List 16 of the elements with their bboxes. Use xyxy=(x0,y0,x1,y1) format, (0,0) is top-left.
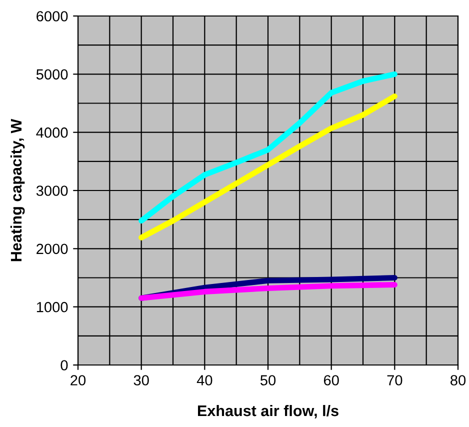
x-tick-label: 80 xyxy=(450,375,466,386)
y-tick-label: 2000 xyxy=(36,244,68,254)
y-tick-label: 4000 xyxy=(36,127,68,138)
y-axis-title: Heating capacity, W xyxy=(10,118,25,262)
x-tick-label: 40 xyxy=(196,375,212,386)
x-tick-label: 30 xyxy=(134,375,149,386)
x-axis-title: Exhaust air flow, l/s xyxy=(198,404,338,418)
x-tick-label: 20 xyxy=(70,375,86,386)
y-tick-label: 6000 xyxy=(36,11,68,22)
x-tick-label: 50 xyxy=(260,375,276,386)
y-tick-label: 5000 xyxy=(36,69,68,80)
x-tick-label: 60 xyxy=(324,375,339,386)
x-tick-label: 70 xyxy=(387,375,402,386)
y-tick-label: 1000 xyxy=(36,302,68,312)
y-tick-label: 3000 xyxy=(36,186,68,196)
y-tick-label: 0 xyxy=(60,360,68,370)
